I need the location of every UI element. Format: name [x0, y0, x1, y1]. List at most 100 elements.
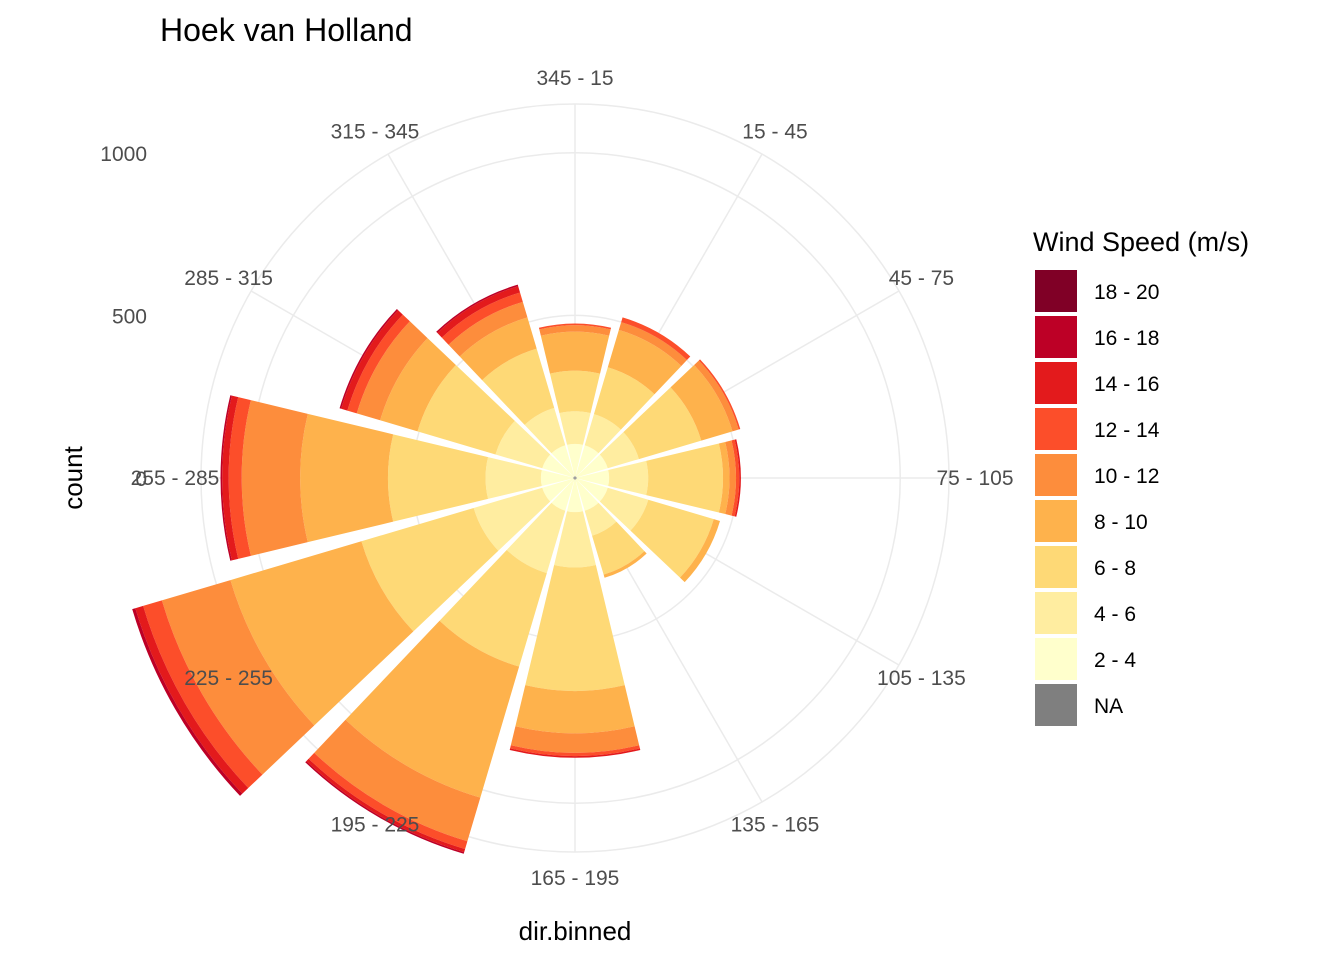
wind-bar-segment: [576, 454, 608, 478]
legend-items: 18 - 20 16 - 18 14 - 16 12 - 14 10 - 12 8 - 1…: [1035, 270, 1160, 726]
wind-bar-segment: [575, 479, 599, 511]
wind-bar-segment: [230, 541, 414, 726]
direction-label: 135 - 165: [731, 813, 820, 836]
legend-key: [1035, 316, 1077, 358]
wind-bar-segment: [161, 580, 315, 775]
count-tick-label: 1000: [100, 143, 147, 166]
wind-bar-segment: [584, 414, 621, 454]
wind-bar-segment: [599, 432, 639, 469]
wind-bar-segment: [575, 478, 577, 480]
legend-label: 2 - 4: [1094, 649, 1136, 672]
wind-bar-segment: [538, 323, 612, 330]
wind-bar-segment: [448, 301, 528, 357]
wind-bar-segment: [388, 434, 489, 522]
wind-bar-segment: [220, 395, 232, 561]
wind-bar-segment: [551, 479, 575, 511]
y-axis-title: count: [58, 445, 88, 509]
wind-bar-segment: [603, 551, 647, 578]
direction-label: 285 - 315: [184, 267, 273, 290]
wind-bar-segment: [694, 360, 739, 432]
wind-bar-segment: [361, 508, 499, 632]
direction-label: 105 - 135: [877, 667, 966, 690]
wind-bar-segment: [341, 310, 403, 411]
wind-bar-segment: [646, 443, 723, 513]
legend-title: Wind Speed (m/s): [1033, 227, 1249, 257]
legend-label: 18 - 20: [1094, 281, 1159, 304]
legend-key: [1035, 500, 1077, 542]
wind-bar-segment: [380, 338, 456, 432]
wind-bar-segment: [593, 367, 655, 430]
wind-bar-segment: [542, 454, 574, 478]
legend-label: 4 - 6: [1094, 603, 1136, 626]
wind-bar-segment: [509, 748, 641, 758]
wind-bar-segment: [437, 286, 521, 338]
direction-label: 225 - 255: [184, 667, 273, 690]
wind-bar-segment: [554, 511, 596, 568]
wind-bar-segment: [356, 321, 428, 421]
legend-label: NA: [1094, 695, 1123, 718]
wind-bar-segment: [607, 329, 682, 395]
legend-key: [1035, 454, 1077, 496]
legend-key: [1035, 546, 1077, 588]
legend-label: 14 - 16: [1094, 373, 1159, 396]
wind-bar-segment: [135, 605, 249, 794]
legend-label: 8 - 10: [1094, 511, 1148, 534]
direction-label: 45 - 75: [889, 267, 954, 290]
wind-bar-segment: [300, 413, 394, 543]
wind-bar-segment: [592, 521, 645, 575]
wind-bar-segment: [482, 348, 555, 425]
wind-bar-segment: [575, 478, 577, 480]
wind-bar-segment: [222, 395, 239, 561]
legend-key: [1035, 362, 1077, 404]
wind-bar-segment: [576, 470, 610, 486]
wind-bar-segment: [567, 479, 583, 513]
wind-bar-segment: [725, 440, 736, 516]
wind-bar-segment: [573, 478, 575, 480]
x-axis-title: dir.binned: [519, 916, 632, 946]
wind-bar-segment: [573, 476, 575, 478]
wind-bar-segment: [347, 314, 410, 414]
legend-label: 16 - 18: [1094, 327, 1159, 350]
wind-rose-bars: [132, 284, 741, 854]
legend-label: 12 - 14: [1094, 419, 1160, 442]
wind-bar-segment: [621, 317, 691, 361]
wind-bar-segment: [539, 325, 611, 336]
legend-key: [1035, 270, 1077, 312]
wind-bar-segment: [679, 519, 720, 583]
wind-bar-segment: [485, 457, 542, 499]
wind-bar-segment: [525, 564, 625, 692]
count-tick-label: 0: [135, 468, 147, 491]
wind-bar-segment: [459, 317, 537, 381]
wind-bar-segment: [630, 499, 714, 578]
direction-label: 195 - 225: [331, 813, 420, 836]
wind-bar-segment: [515, 685, 635, 734]
wind-bar-segment: [549, 370, 601, 414]
direction-label: 345 - 15: [536, 67, 613, 90]
wind-bar-segment: [670, 364, 733, 441]
direction-labels: 345 - 15 15 - 45 45 - 75 75 - 105 105 - 135 1…: [131, 67, 1014, 890]
direction-label: 315 - 345: [331, 121, 420, 144]
wind-bar-segment: [417, 364, 515, 455]
wind-bar-segment: [608, 460, 649, 496]
wind-bar-segment: [540, 470, 574, 486]
wind-bar-segment: [623, 387, 702, 460]
chart-title: Hoek van Holland: [160, 12, 413, 48]
wind-bar-segment: [573, 478, 575, 480]
wind-bar-segment: [439, 549, 547, 667]
wind-bar-segment: [510, 745, 640, 757]
wind-bar-segment: [574, 476, 576, 478]
count-tick-labels: 0 500 1000: [100, 143, 147, 491]
wind-bar-segment: [734, 439, 741, 517]
legend-key: [1035, 408, 1077, 450]
wind-bar-segment: [575, 477, 577, 479]
wind-bar-segment: [510, 726, 640, 753]
wind-bar-segment: [574, 478, 576, 480]
wind-bar-segment: [143, 600, 263, 789]
wind-bar-segment: [540, 331, 610, 374]
wind-bar-segment: [731, 439, 740, 517]
wind-bar-segment: [228, 397, 251, 559]
wind-bar-segment: [573, 477, 575, 479]
wind-bar-segment: [618, 322, 687, 366]
wind-bar-segment: [573, 476, 575, 478]
wind-bar-segment: [473, 487, 551, 551]
